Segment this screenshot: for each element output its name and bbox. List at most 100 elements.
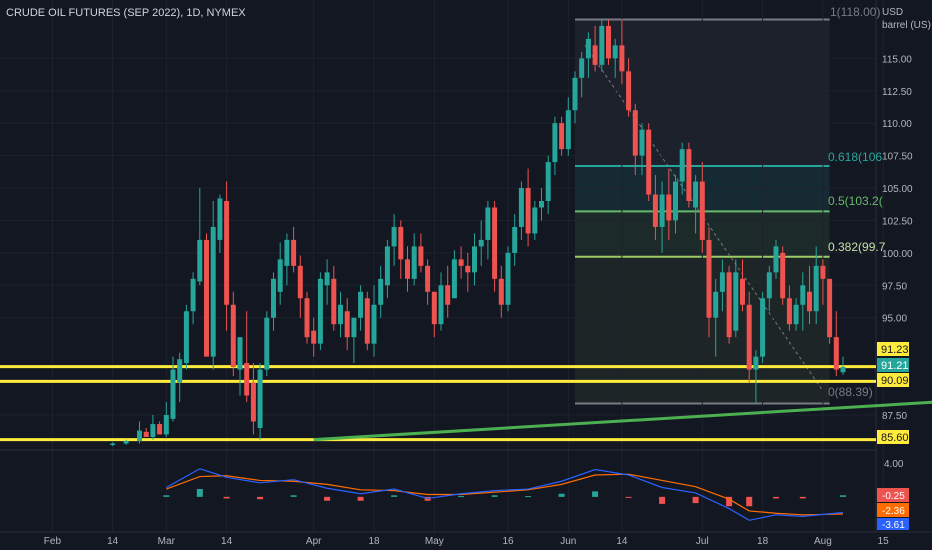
macd-line — [166, 468, 844, 521]
candle-body-61 — [532, 207, 538, 234]
candle-body-57 — [505, 252, 511, 305]
macd-hist-bar-4 — [290, 495, 297, 497]
macd-hist-bar-18 — [746, 496, 753, 507]
candle-body-53 — [478, 239, 484, 247]
fib-label-05: 0.5(103.2( — [828, 194, 883, 208]
macd-hist-bar-16 — [692, 496, 699, 504]
price-tick-label-4: 105.00 — [882, 184, 913, 195]
candle-body-105 — [827, 278, 833, 338]
time-tick-label-10: Jul — [696, 536, 709, 547]
candle-body-12 — [204, 239, 209, 357]
candle-body-71 — [599, 25, 605, 65]
candle-body-30 — [324, 272, 330, 286]
candle-body-106 — [833, 337, 839, 370]
candle-body-49 — [451, 259, 457, 299]
candle-body-58 — [512, 226, 518, 253]
candle-body-89 — [719, 272, 725, 292]
candle-body-52 — [472, 246, 477, 273]
price-tick-label-9: 87.50 — [882, 411, 907, 422]
candle-body-96 — [766, 272, 772, 299]
candle-body-40 — [391, 226, 397, 247]
indicator-lines — [0, 365, 932, 521]
candle-body-15 — [224, 201, 230, 305]
macd-badge-1: -0.25 — [882, 491, 905, 502]
price-tick-label-3: 107.50 — [882, 152, 913, 163]
candle-body-81 — [666, 194, 672, 221]
candle-body-55 — [492, 207, 498, 279]
candle-body-104 — [820, 265, 826, 279]
badge-bg-4 — [877, 430, 909, 444]
candle-body-62 — [539, 201, 544, 208]
candle-body-37 — [371, 304, 377, 344]
candle-body-82 — [673, 181, 678, 221]
candle-body-85 — [693, 181, 699, 208]
price-tick-label-7: 97.50 — [882, 281, 907, 292]
candle-body-73 — [612, 45, 618, 59]
candle-body-26 — [297, 265, 303, 299]
time-tick-label-4: Apr — [306, 536, 322, 547]
candle-body-67 — [572, 77, 578, 111]
price-tick-label-8: 95.00 — [882, 314, 907, 325]
candle-body-101 — [800, 285, 806, 305]
candlesticks — [110, 19, 846, 447]
chart-title: CRUDE OIL FUTURES (SEP 2022), 1D, NYMEX — [6, 7, 246, 19]
candle-body-28 — [311, 330, 317, 344]
badge-91-23: 91.23 — [881, 344, 909, 356]
candle-body-25 — [291, 239, 297, 266]
trendline — [313, 400, 932, 442]
candle-body-86 — [699, 181, 705, 240]
candle-body-99 — [786, 298, 792, 325]
time-tick-label-12: Aug — [814, 536, 832, 547]
candle-body-2 — [137, 430, 142, 441]
candle-body-22 — [271, 278, 276, 318]
macd-signal-line — [166, 473, 844, 516]
candle-body-9 — [183, 311, 189, 364]
candle-body-17 — [237, 337, 243, 370]
candle-body-5 — [157, 424, 163, 435]
price-tick-label-6: 100.00 — [882, 249, 913, 260]
candle-body-0 — [110, 443, 116, 446]
candle-body-79 — [652, 194, 658, 227]
candle-body-6 — [163, 414, 169, 435]
badge-bg-3 — [877, 373, 909, 387]
macd-hist-bar-1 — [196, 489, 203, 497]
candle-body-20 — [257, 369, 263, 428]
candle-body-98 — [780, 252, 786, 299]
candle-body-63 — [545, 162, 551, 202]
time-tick-label-5: 18 — [368, 536, 380, 547]
time-tick-label-2: Mar — [158, 536, 176, 547]
candle-body-66 — [565, 110, 571, 150]
macd-badge-3: -3.61 — [882, 520, 905, 531]
price-tick-label-2: 110.00 — [882, 119, 912, 130]
candle-body-34 — [351, 317, 357, 338]
candle-body-36 — [364, 298, 370, 344]
candle-body-10 — [190, 278, 196, 312]
macd-hist-bar-19 — [773, 496, 779, 499]
candle-body-84 — [686, 149, 692, 202]
candle-body-24 — [284, 239, 290, 266]
candle-body-38 — [378, 278, 384, 305]
candle-body-100 — [793, 304, 799, 325]
time-tick-label-6: May — [425, 536, 444, 547]
candle-body-35 — [358, 291, 364, 318]
macd-hist-bar-0 — [163, 495, 170, 497]
candle-body-43 — [411, 246, 417, 279]
candle-body-103 — [813, 265, 819, 312]
candle-body-80 — [659, 194, 665, 227]
price-tick-label-5: 102.50 — [882, 216, 913, 227]
candle-body-41 — [398, 226, 404, 260]
candle-body-8 — [177, 359, 183, 383]
candle-body-102 — [807, 291, 812, 312]
macd-hist-bar-21 — [840, 495, 846, 497]
candle-body-70 — [592, 45, 598, 65]
candle-body-107 — [840, 367, 846, 373]
unit-currency: USD — [882, 7, 904, 18]
candle-body-56 — [498, 278, 504, 305]
candle-body-7 — [170, 369, 176, 419]
badge-91-21: 91.21 — [881, 360, 909, 372]
candle-body-88 — [713, 291, 719, 318]
time-tick-label-0: Feb — [44, 536, 62, 547]
price-tick-label-0: 115.00 — [882, 54, 912, 65]
candle-body-11 — [197, 239, 203, 282]
